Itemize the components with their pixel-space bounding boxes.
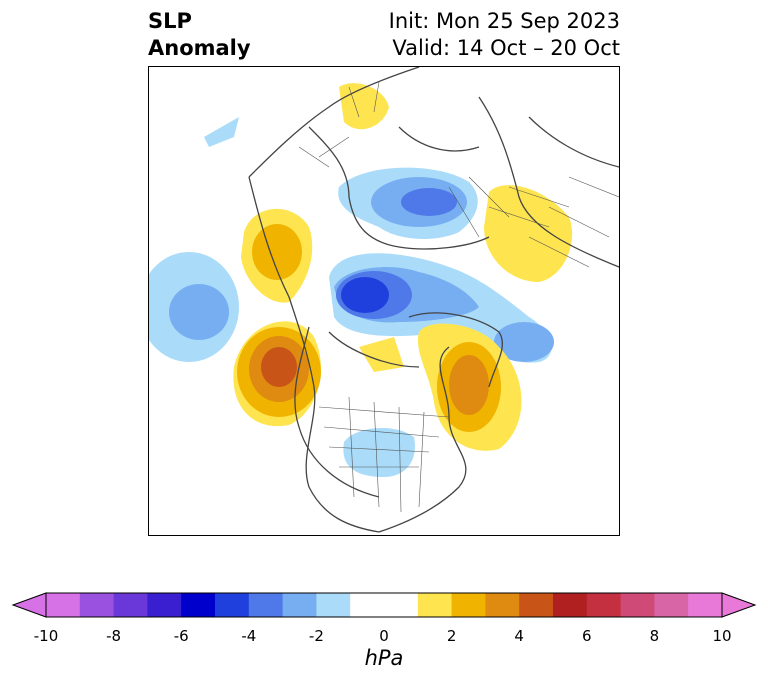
colorbar-segment [350,593,385,617]
colorbar-tick-label: 10 [712,627,732,645]
colorbar-max-extend [721,592,757,618]
colorbar-tick-label: 4 [514,627,524,645]
title-subtitle: Anomaly [148,36,251,60]
title-variable: SLP [148,9,192,33]
coastlines [248,67,619,533]
map-panel [148,66,620,536]
colorbar-segment [553,593,588,617]
colorbar-min-extend [11,592,47,618]
colorbar-tick-label: 2 [446,627,457,645]
colorbar-tick-label: -8 [106,627,122,645]
colorbar-tick-label: 8 [649,627,660,645]
map-title: SLP Anomaly [148,8,251,62]
colorbar-segment [46,593,81,617]
colorbar-segment [586,593,622,617]
colorbar-segment [215,593,250,617]
colorbar-segment [384,593,419,617]
colorbar-frame [45,592,723,618]
forecast-info: Init: Mon 25 Sep 2023 Valid: 14 Oct – 20… [389,8,620,62]
colorbar-segment [519,593,554,617]
valid-range: Valid: 14 Oct – 20 Oct [392,36,620,60]
negative-anomaly-contours [149,117,554,477]
slp-anomaly-map [149,67,619,533]
colorbar-segment [147,593,182,617]
colorbar-segment [248,593,284,617]
colorbar-tick-label: -10 [33,627,59,645]
political-borders [298,81,619,513]
colorbar-segment [282,593,317,617]
colorbar-segment [181,593,216,617]
colorbar-tick-label: 6 [582,627,592,645]
init-date: Init: Mon 25 Sep 2023 [388,9,620,33]
colorbar-segment [620,593,655,617]
colorbar-tick-label: -6 [173,627,189,645]
colorbar [11,592,757,618]
colorbar-segment [688,593,723,617]
colorbar-segment [417,593,453,617]
colorbar-segment [316,593,351,617]
colorbar-segment [485,593,520,617]
colorbar-segment [79,593,115,617]
colorbar-segment [451,593,486,617]
colorbar-segment [654,593,689,617]
colorbar-tick-label: -2 [308,627,324,645]
colorbar-segment [113,593,148,617]
colorbar-tick-label: 0 [379,627,389,645]
colorbar-unit-label: hPa [364,646,404,670]
colorbar-tick-label: -4 [241,627,257,645]
